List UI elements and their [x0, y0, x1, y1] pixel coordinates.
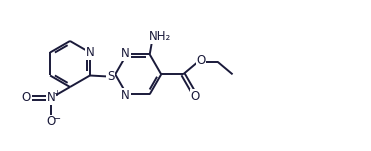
- Text: O: O: [22, 91, 31, 104]
- Text: O: O: [196, 54, 206, 67]
- Text: NH₂: NH₂: [149, 30, 171, 43]
- Text: O: O: [46, 116, 56, 129]
- Text: N: N: [86, 46, 95, 59]
- Text: N: N: [121, 47, 130, 60]
- Text: N: N: [121, 89, 130, 102]
- Text: S: S: [107, 70, 114, 83]
- Text: N: N: [47, 91, 55, 104]
- Text: −: −: [53, 114, 60, 124]
- Text: +: +: [53, 89, 60, 98]
- Text: O: O: [190, 90, 200, 103]
